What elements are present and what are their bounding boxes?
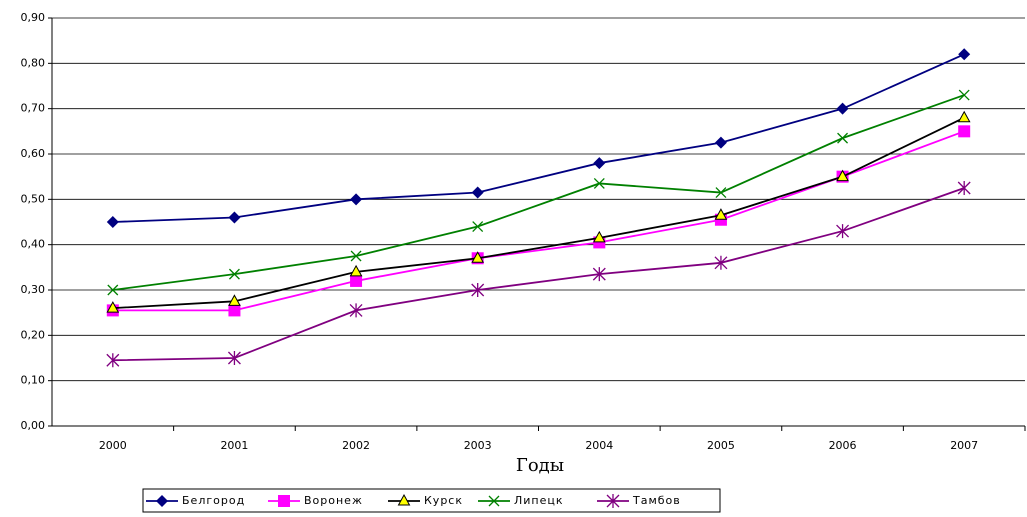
- data-point: [350, 274, 363, 287]
- y-tick-label: 0,70: [21, 102, 46, 115]
- data-point: [958, 48, 971, 61]
- data-point: [958, 125, 971, 138]
- x-tick-label: 2000: [99, 439, 127, 452]
- series-line: [112, 94, 965, 291]
- x-tick-label: 2003: [464, 439, 492, 452]
- data-point: [593, 157, 606, 170]
- data-point: [350, 250, 362, 262]
- data-point: [106, 216, 119, 228]
- y-tick-label: 0,00: [21, 419, 46, 432]
- data-point: [957, 110, 971, 123]
- legend-marker: [156, 495, 168, 507]
- data-point: [349, 303, 363, 318]
- legend-marker: [397, 493, 411, 506]
- y-tick-label: 0,40: [21, 238, 46, 251]
- legend-label: Воронеж: [304, 494, 363, 507]
- data-point: [228, 268, 240, 280]
- x-tick-label: 2001: [220, 439, 248, 452]
- series-line: [112, 187, 965, 362]
- data-point: [836, 169, 849, 182]
- data-point: [837, 132, 849, 144]
- data-point: [106, 301, 120, 313]
- data-point: [592, 267, 606, 282]
- x-tick-label: 2002: [342, 439, 370, 452]
- legend-marker: [278, 495, 290, 507]
- data-point: [592, 230, 606, 243]
- data-point: [715, 187, 727, 198]
- y-tick-label: 0,20: [21, 328, 46, 341]
- y-tick-label: 0,50: [21, 192, 46, 205]
- x-tick-label: 2005: [707, 439, 735, 452]
- y-tick-label: 0,60: [21, 147, 46, 160]
- data-point: [836, 224, 850, 239]
- y-tick-label: 0,30: [21, 283, 46, 296]
- data-point: [228, 304, 241, 317]
- data-point: [350, 193, 363, 206]
- data-point: [349, 264, 363, 277]
- series-line: [112, 53, 965, 223]
- x-tick-label: 2006: [829, 439, 857, 452]
- legend-marker: [488, 495, 500, 507]
- series-line: [112, 130, 965, 312]
- data-point: [471, 186, 484, 199]
- data-point: [958, 89, 970, 101]
- data-point: [714, 255, 728, 270]
- data-point: [471, 283, 485, 297]
- legend-label: Тамбов: [632, 494, 681, 507]
- legend-marker: [606, 494, 620, 508]
- data-point: [957, 181, 971, 195]
- x-tick-label: 2004: [585, 439, 613, 452]
- data-point: [228, 294, 241, 306]
- series-line: [112, 116, 965, 310]
- x-tick-label: 2007: [950, 439, 978, 452]
- data-point: [714, 136, 727, 149]
- legend-label: Курск: [424, 494, 463, 507]
- data-point: [471, 251, 485, 263]
- y-tick-label: 0,10: [21, 374, 46, 387]
- legend-label: Белгород: [182, 494, 245, 507]
- data-point: [836, 102, 849, 115]
- data-point: [593, 178, 605, 189]
- data-point: [107, 284, 119, 296]
- legend-label: Липецк: [514, 494, 564, 507]
- data-point: [472, 221, 484, 232]
- data-point: [714, 208, 728, 220]
- data-point: [106, 353, 120, 368]
- y-tick-label: 0,90: [21, 11, 46, 24]
- y-tick-label: 0,80: [21, 56, 46, 69]
- data-point: [227, 351, 241, 365]
- x-axis-label: Годы: [516, 455, 564, 476]
- data-point: [228, 211, 241, 224]
